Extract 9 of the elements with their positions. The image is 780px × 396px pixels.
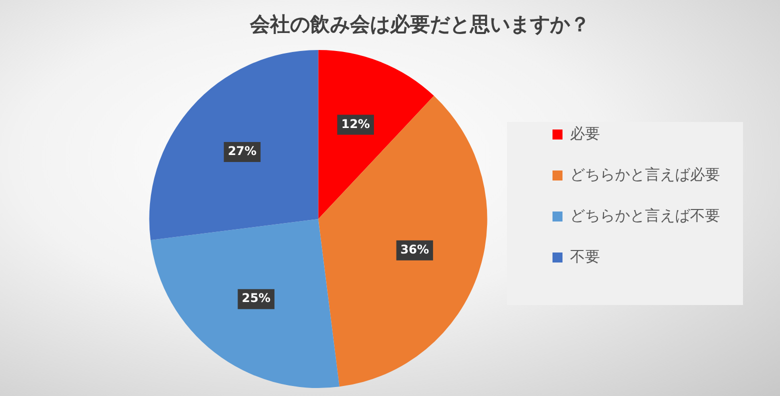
- legend-label: 不要: [570, 247, 600, 266]
- data-label: 36%: [400, 242, 430, 256]
- chart-title: 会社の飲み会は必要だと思いますか？: [249, 12, 590, 36]
- legend-label: どちらかと言えば不要: [570, 206, 720, 224]
- data-label: 12%: [341, 116, 370, 131]
- data-label: 27%: [228, 144, 257, 158]
- data-label: 25%: [242, 291, 270, 306]
- legend-label: 必要: [570, 124, 600, 142]
- legend-label: どちらかと言えば必要: [570, 165, 720, 184]
